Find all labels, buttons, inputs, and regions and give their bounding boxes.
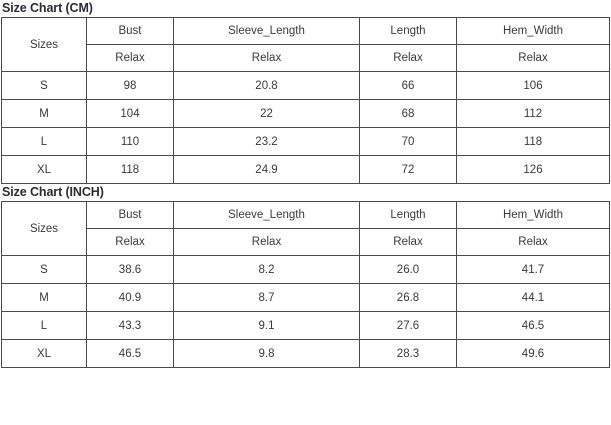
table-header-row-measurements: Sizes Bust Sleeve_Length Length Hem_Widt… <box>1 201 610 256</box>
cell-length: 26.0 <box>359 255 457 284</box>
header-cell-hem-width: Hem_Width <box>456 201 610 229</box>
cell-hem-width: 106 <box>456 71 610 100</box>
size-chart-cm-title: Size Chart (CM) <box>2 1 93 15</box>
cell-length: 66 <box>359 71 457 100</box>
cell-length: 27.6 <box>359 311 457 340</box>
header-cell-sizes: Sizes <box>1 17 87 72</box>
cell-length: 72 <box>359 155 457 184</box>
cell-sleeve-length: 22 <box>173 99 360 128</box>
table-row: L 110 23.2 70 118 <box>1 127 610 156</box>
cell-bust: 43.3 <box>86 311 174 340</box>
cell-length: 28.3 <box>359 339 457 368</box>
size-chart-cm-block: Size Chart (CM) Sizes Bust Sleeve_Length… <box>0 0 611 184</box>
header-cell-bust: Bust <box>86 17 174 45</box>
header-cell-bust-fit: Relax <box>86 44 174 72</box>
table-row: XL 46.5 9.8 28.3 49.6 <box>1 339 610 368</box>
cell-sleeve-length: 24.9 <box>173 155 360 184</box>
cell-hem-width: 44.1 <box>456 283 610 312</box>
header-cell-sizes: Sizes <box>1 201 87 256</box>
header-cell-sleeve-length: Sleeve_Length <box>173 17 360 45</box>
cell-size-label: L <box>1 311 87 340</box>
cell-size-label: M <box>1 283 87 312</box>
size-chart-inch-table: Sizes Bust Sleeve_Length Length Hem_Widt… <box>1 201 610 368</box>
cell-bust: 104 <box>86 99 174 128</box>
header-cell-hem-width: Hem_Width <box>456 17 610 45</box>
header-cell-hem-width-fit: Relax <box>456 228 610 256</box>
cell-size-label: S <box>1 255 87 284</box>
cell-length: 70 <box>359 127 457 156</box>
table-row: M 40.9 8.7 26.8 44.1 <box>1 283 610 312</box>
table-header-row-measurements: Sizes Bust Sleeve_Length Length Hem_Widt… <box>1 17 610 72</box>
cell-hem-width: 46.5 <box>456 311 610 340</box>
table-header-row-fit: Relax Relax Relax Relax <box>2 44 610 72</box>
header-cell-length-fit: Relax <box>359 228 457 256</box>
table-row: M 104 22 68 112 <box>1 99 610 128</box>
cell-sleeve-length: 20.8 <box>173 71 360 100</box>
cell-bust: 98 <box>86 71 174 100</box>
table-row: S 38.6 8.2 26.0 41.7 <box>1 255 610 284</box>
size-chart-page: Size Chart (CM) Sizes Bust Sleeve_Length… <box>0 0 611 368</box>
cell-hem-width: 41.7 <box>456 255 610 284</box>
cell-hem-width: 118 <box>456 127 610 156</box>
cell-length: 68 <box>359 99 457 128</box>
cell-bust: 38.6 <box>86 255 174 284</box>
cell-sleeve-length: 8.7 <box>173 283 360 312</box>
header-cell-hem-width-fit: Relax <box>456 44 610 72</box>
table-header-row-fit: Relax Relax Relax Relax <box>2 228 610 256</box>
cell-bust: 46.5 <box>86 339 174 368</box>
cell-size-label: S <box>1 71 87 100</box>
cell-sleeve-length: 9.1 <box>173 311 360 340</box>
cell-sleeve-length: 9.8 <box>173 339 360 368</box>
header-cell-sleeve-length-fit: Relax <box>173 228 360 256</box>
size-chart-inch-title: Size Chart (INCH) <box>2 185 104 199</box>
header-cell-bust: Bust <box>86 201 174 229</box>
cell-sleeve-length: 8.2 <box>173 255 360 284</box>
cell-hem-width: 112 <box>456 99 610 128</box>
table-row: L 43.3 9.1 27.6 46.5 <box>1 311 610 340</box>
cell-size-label: XL <box>1 339 87 368</box>
header-cell-bust-fit: Relax <box>86 228 174 256</box>
header-cell-length: Length <box>359 201 457 229</box>
cell-sleeve-length: 23.2 <box>173 127 360 156</box>
cell-size-label: M <box>1 99 87 128</box>
size-chart-cm-table: Sizes Bust Sleeve_Length Length Hem_Widt… <box>1 17 610 184</box>
table-row: XL 118 24.9 72 126 <box>1 155 610 184</box>
header-cell-sleeve-length-fit: Relax <box>173 44 360 72</box>
cell-bust: 40.9 <box>86 283 174 312</box>
cell-hem-width: 126 <box>456 155 610 184</box>
cell-size-label: XL <box>1 155 87 184</box>
header-cell-length-fit: Relax <box>359 44 457 72</box>
cell-bust: 110 <box>86 127 174 156</box>
size-chart-inch-block: Size Chart (INCH) Sizes Bust Sleeve_Leng… <box>0 184 611 368</box>
header-cell-sleeve-length: Sleeve_Length <box>173 201 360 229</box>
table-row: S 98 20.8 66 106 <box>1 71 610 100</box>
cell-bust: 118 <box>86 155 174 184</box>
cell-hem-width: 49.6 <box>456 339 610 368</box>
cell-length: 26.8 <box>359 283 457 312</box>
cell-size-label: L <box>1 127 87 156</box>
header-cell-length: Length <box>359 17 457 45</box>
